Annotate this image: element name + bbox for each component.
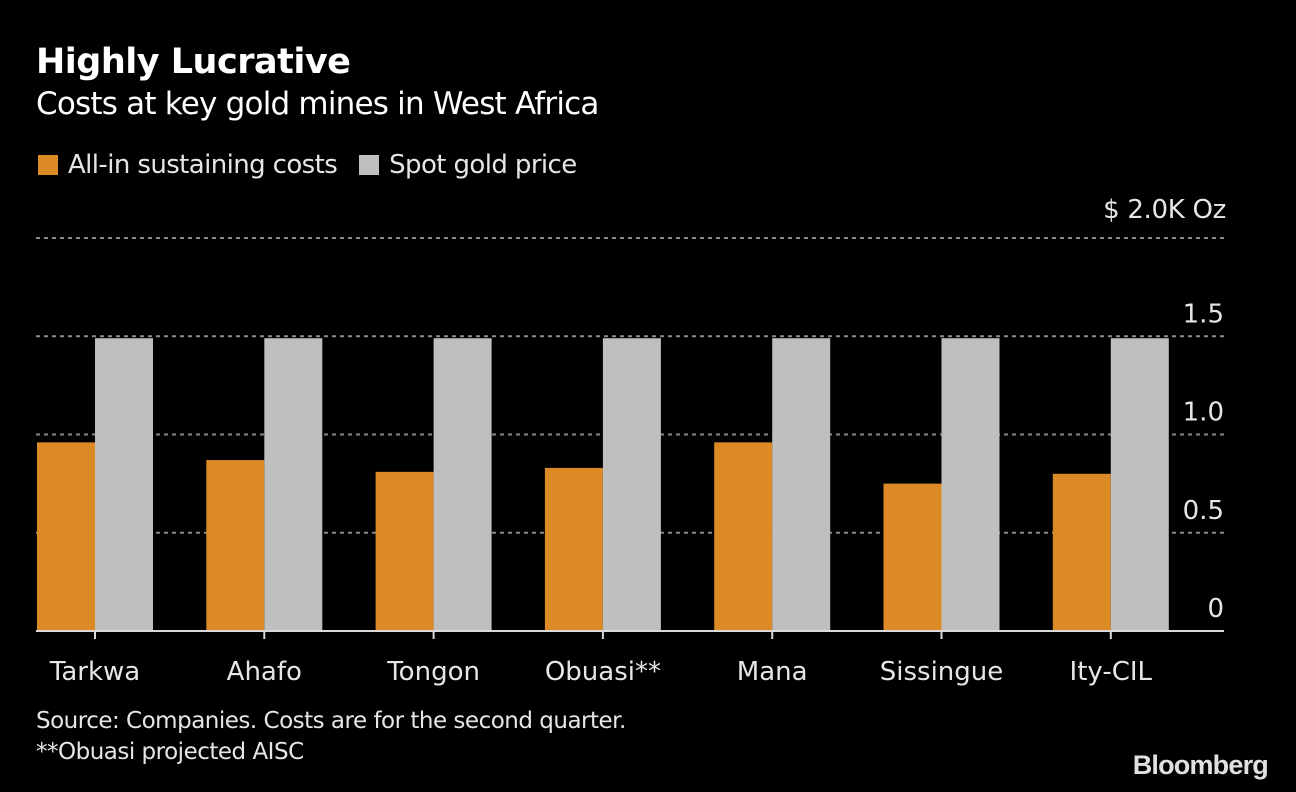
legend-item-spot: Spot gold price	[359, 150, 577, 180]
bar-aisc	[37, 442, 95, 631]
y-tick-label: 0	[1207, 594, 1224, 624]
chart-subtitle: Costs at key gold mines in West Africa	[36, 86, 599, 122]
bar-spot-price	[264, 338, 323, 631]
legend: All-in sustaining costs Spot gold price	[38, 150, 599, 180]
bar-spot-price	[1110, 338, 1169, 631]
legend-swatch-aisc	[38, 155, 58, 175]
bloomberg-logo: Bloomberg	[1132, 750, 1269, 780]
bar-spot-price	[95, 338, 153, 631]
footnote-obuasi: **Obuasi projected AISC	[36, 739, 304, 765]
x-tick-label: Obuasi**	[545, 657, 661, 687]
x-tick-label: Tongon	[386, 657, 480, 687]
x-tick-labels: Tarkwa Ahafo Tongon Obuasi** Mana Sissingue It…	[49, 657, 1153, 687]
bar-aisc	[375, 471, 434, 631]
legend-label-spot: Spot gold price	[389, 150, 577, 180]
bar-aisc	[714, 442, 773, 631]
bar-spot-price	[941, 338, 1000, 631]
legend-swatch-spot	[359, 155, 380, 175]
legend-label-aisc: All-in sustaining costs	[68, 150, 338, 180]
y-axis-top-label: $ 2.0K Oz	[1103, 195, 1226, 225]
y-tick-label: 1.5	[1183, 299, 1224, 329]
x-tick-label: Sissingue	[880, 657, 1004, 687]
bar-spot-price	[772, 338, 831, 631]
source-note: Source: Companies. Costs are for the sec…	[36, 708, 626, 734]
legend-item-aisc: All-in sustaining costs	[38, 150, 338, 180]
chart-title: Highly Lucrative	[36, 42, 351, 82]
y-tick-label: 1.0	[1183, 398, 1224, 428]
bar-aisc	[883, 483, 942, 631]
bar-spot-price	[433, 338, 492, 631]
bar-aisc	[544, 467, 603, 631]
bar-aisc	[1052, 473, 1111, 631]
x-tick-label: Ity-CIL	[1070, 657, 1153, 687]
bar-aisc	[206, 460, 265, 631]
x-tick-label: Tarkwa	[49, 657, 140, 687]
y-tick-labels: 0 0.5 1.0 1.5	[1183, 299, 1224, 624]
x-tick-label: Ahafo	[227, 657, 302, 687]
x-axis	[36, 630, 1224, 639]
bars	[37, 338, 1169, 631]
y-tick-label: 0.5	[1183, 496, 1224, 526]
bar-spot-price	[602, 338, 661, 631]
x-tick-label: Mana	[737, 657, 808, 687]
